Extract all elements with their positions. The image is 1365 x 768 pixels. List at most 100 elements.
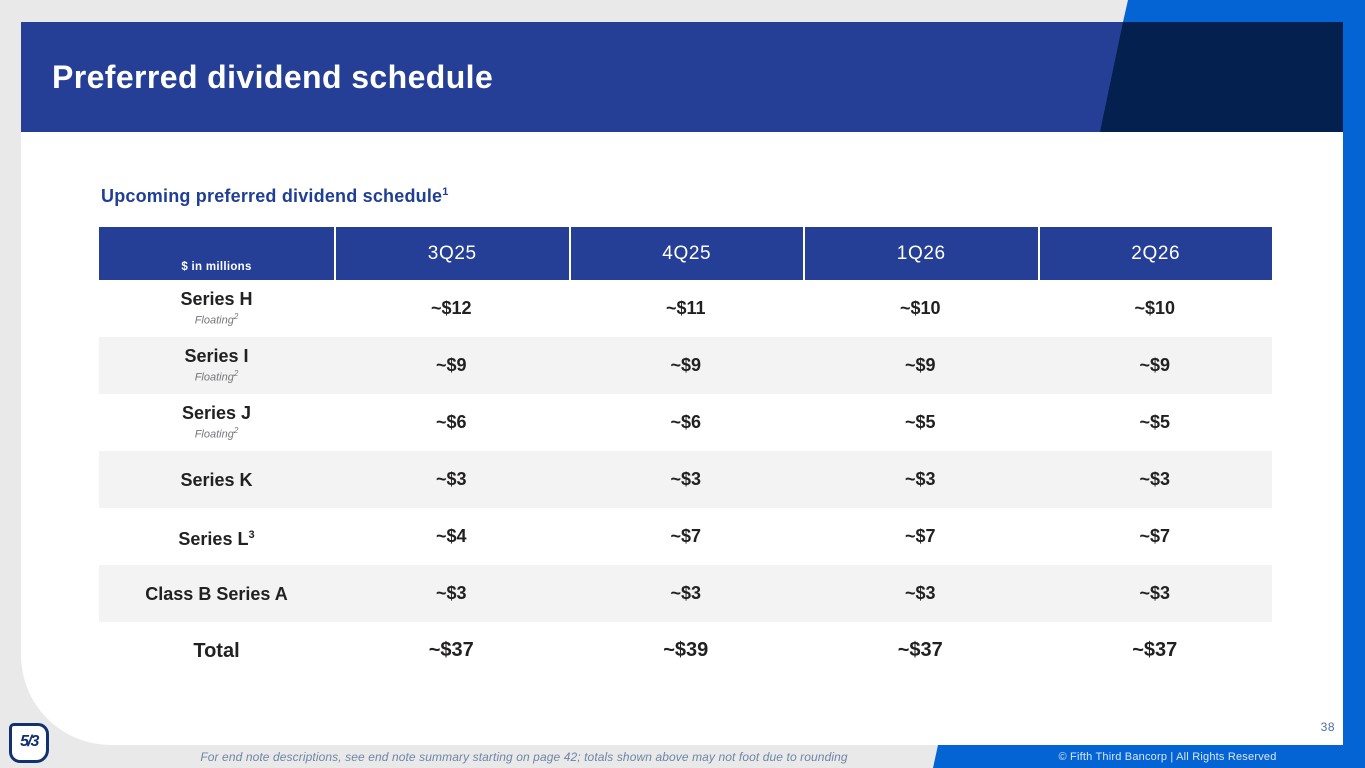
row-value-cell: ~$4 <box>334 508 569 565</box>
row-value: ~$3 <box>670 583 702 603</box>
row-label-cell: Series H Floating2 <box>99 280 334 337</box>
row-value: ~$3 <box>1139 583 1171 603</box>
row-sublabel-superscript: 2 <box>233 426 239 436</box>
row-label-cell: Series K <box>99 451 334 508</box>
total-value-cell: ~$37 <box>1038 622 1273 679</box>
table-row: Series J Floating2 ~$6 ~$6 ~$5 ~$5 <box>99 394 1272 451</box>
row-value: ~$3 <box>904 583 936 603</box>
row-value-cell: ~$9 <box>569 337 804 394</box>
row-value: ~$10 <box>899 298 941 318</box>
total-value: ~$39 <box>663 639 709 661</box>
table-row: Series K ~$3 ~$3 ~$3 ~$3 <box>99 451 1272 508</box>
row-value-cell: ~$10 <box>803 280 1038 337</box>
table-row: Class B Series A ~$3 ~$3 ~$3 ~$3 <box>99 565 1272 622</box>
row-label: Series J <box>182 403 251 423</box>
row-value-cell: ~$3 <box>803 451 1038 508</box>
row-value-cell: ~$9 <box>1038 337 1273 394</box>
page-title: Preferred dividend schedule <box>52 58 494 95</box>
row-value: ~$7 <box>1139 526 1171 546</box>
total-value-cell: ~$39 <box>569 622 804 679</box>
total-value-cell: ~$37 <box>334 622 569 679</box>
row-value: ~$9 <box>1139 355 1171 375</box>
total-value-cell: ~$37 <box>803 622 1038 679</box>
subtitle-text: Upcoming preferred dividend schedule <box>101 186 443 206</box>
header-navy-parallelogram <box>1100 22 1343 132</box>
row-value: ~$9 <box>904 355 936 375</box>
row-label-text: Series H <box>180 289 253 310</box>
row-value-cell: ~$5 <box>1038 394 1273 451</box>
row-value: ~$3 <box>904 469 936 489</box>
row-value-cell: ~$9 <box>334 337 569 394</box>
table-row: Series I Floating2 ~$9 ~$9 ~$9 ~$9 <box>99 337 1272 394</box>
row-value-cell: ~$3 <box>334 565 569 622</box>
row-value: ~$10 <box>1134 298 1176 318</box>
row-value: ~$3 <box>1139 469 1171 489</box>
table-row: Series L3 ~$4 ~$7 ~$7 ~$7 <box>99 508 1272 565</box>
row-value-cell: ~$10 <box>1038 280 1273 337</box>
table-body: Series H Floating2 ~$12 ~$11 ~$10 ~$10 Series … <box>99 280 1272 622</box>
row-value: ~$3 <box>670 469 702 489</box>
row-value-cell: ~$11 <box>569 280 804 337</box>
row-value-cell: ~$3 <box>334 451 569 508</box>
table-header-row: $ in millions 3Q25 4Q25 1Q26 2Q26 <box>99 227 1272 280</box>
row-value-cell: ~$6 <box>334 394 569 451</box>
row-label-cell: Series L3 <box>99 508 334 565</box>
row-value: ~$3 <box>435 583 467 603</box>
row-sublabel-text: Floating <box>194 314 234 327</box>
row-sublabel-superscript: 2 <box>233 312 239 322</box>
row-value-cell: ~$7 <box>1038 508 1273 565</box>
row-sublabel: Floating2 <box>195 367 239 385</box>
row-value: ~$11 <box>665 298 706 318</box>
row-label: Series K <box>180 470 252 490</box>
table-total-row: Total ~$37 ~$39 ~$37 ~$37 <box>99 622 1272 679</box>
row-sublabel-text: Floating <box>194 428 234 441</box>
row-value-cell: ~$5 <box>803 394 1038 451</box>
row-sublabel-superscript: 2 <box>233 369 239 379</box>
row-value: ~$6 <box>435 412 467 432</box>
row-value-cell: ~$3 <box>1038 451 1273 508</box>
top-right-blue-accent <box>1123 0 1343 22</box>
row-value: ~$5 <box>1139 412 1171 432</box>
right-edge-blue-strip <box>1343 0 1365 768</box>
row-label-text: Series K <box>180 469 253 490</box>
row-value: ~$9 <box>670 355 702 375</box>
total-label-cell: Total <box>99 622 334 679</box>
total-value: ~$37 <box>428 639 474 661</box>
row-value-cell: ~$3 <box>1038 565 1273 622</box>
total-value: ~$37 <box>897 639 943 661</box>
unit-label-cell: $ in millions <box>181 261 252 273</box>
row-value-cell: ~$3 <box>569 565 804 622</box>
row-label: Class B Series A <box>145 584 287 604</box>
row-value: ~$7 <box>670 526 702 546</box>
row-value-cell: ~$6 <box>569 394 804 451</box>
row-value: ~$12 <box>430 298 472 318</box>
row-value: ~$5 <box>904 412 936 432</box>
total-value: ~$37 <box>1132 639 1178 661</box>
bottom-copyright-bar: © Fifth Third Bancorp | All Rights Reser… <box>933 745 1365 768</box>
row-sublabel: Floating2 <box>195 310 239 328</box>
row-label-text: Series J <box>181 403 252 424</box>
row-value: ~$4 <box>435 526 467 546</box>
row-value: ~$7 <box>904 526 936 546</box>
row-sublabel-text: Floating <box>194 371 234 384</box>
row-value-cell: ~$3 <box>569 451 804 508</box>
row-label: Series H <box>180 289 252 309</box>
total-label: Total <box>193 639 240 662</box>
column-header-2q26: 2Q26 <box>1037 227 1273 280</box>
fifth-third-logo: 5/3 <box>9 723 49 763</box>
subtitle-superscript: 1 <box>442 186 449 198</box>
row-label: Series I <box>184 346 248 366</box>
row-sublabel: Floating2 <box>195 424 239 442</box>
column-header-1q26: 1Q26 <box>803 227 1038 280</box>
copyright-text: © Fifth Third Bancorp | All Rights Reser… <box>1058 750 1277 763</box>
row-label-cell: Series J Floating2 <box>99 394 334 451</box>
row-label-text: Series L <box>178 528 249 549</box>
row-label-text: Class B Series A <box>145 583 288 604</box>
row-value-cell: ~$7 <box>803 508 1038 565</box>
column-header-4q25: 4Q25 <box>568 227 804 280</box>
page-number: 38 <box>1320 720 1335 734</box>
fifth-third-logo-glyph: 5/3 <box>20 733 39 750</box>
table-row: Series H Floating2 ~$12 ~$11 ~$10 ~$10 <box>99 280 1272 337</box>
row-value: ~$9 <box>435 355 467 375</box>
row-label: Series L3 <box>178 525 254 549</box>
